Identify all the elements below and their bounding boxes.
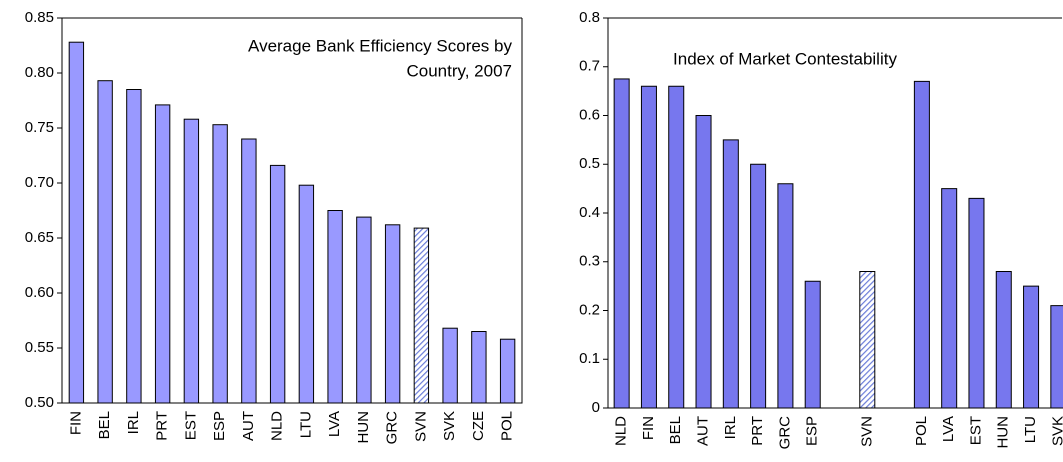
y-tick-label: 0.85 bbox=[25, 9, 54, 26]
y-tick-label: 0.65 bbox=[25, 229, 54, 246]
y-tick-label: 0.7 bbox=[579, 58, 600, 75]
x-tick-label: BEL bbox=[96, 411, 113, 439]
bar bbox=[968, 197, 985, 409]
bar bbox=[499, 338, 516, 404]
y-tick-label: 0.3 bbox=[579, 253, 600, 270]
chart-title: Country, 2007 bbox=[406, 61, 512, 80]
x-tick-label: FIN bbox=[640, 416, 657, 440]
x-tick-label: ESP bbox=[211, 411, 228, 441]
bar bbox=[1050, 305, 1063, 409]
y-tick-label: 0 bbox=[592, 399, 600, 416]
x-tick-label: PRT bbox=[154, 411, 171, 441]
bar bbox=[750, 163, 767, 409]
x-tick-label: FIN bbox=[67, 411, 84, 435]
y-tick-label: 0.4 bbox=[579, 204, 600, 221]
chart-title: Index of Market Contestability bbox=[673, 49, 897, 68]
y-tick-label: 0.1 bbox=[579, 350, 600, 367]
x-tick-label: ESP bbox=[804, 416, 821, 446]
bar bbox=[913, 80, 930, 409]
x-tick-label: PRT bbox=[749, 416, 766, 446]
x-tick-label: IRL bbox=[125, 411, 142, 434]
bar bbox=[1023, 285, 1040, 409]
x-tick-label: POL bbox=[499, 411, 516, 441]
bar bbox=[613, 78, 630, 409]
x-tick-label: GRC bbox=[776, 416, 793, 450]
x-tick-label: SVK bbox=[441, 411, 458, 441]
x-tick-label: NLD bbox=[269, 411, 286, 441]
bar bbox=[640, 85, 657, 409]
bar bbox=[212, 124, 228, 404]
x-tick-label: EST bbox=[967, 416, 984, 445]
bar bbox=[269, 164, 286, 404]
bar bbox=[471, 331, 487, 404]
x-tick-label: LTU bbox=[297, 411, 314, 438]
bar bbox=[241, 138, 257, 404]
x-tick-label: LTU bbox=[1022, 416, 1039, 443]
bar bbox=[668, 85, 685, 409]
bar bbox=[941, 188, 958, 409]
x-tick-label: POL bbox=[913, 416, 930, 446]
x-tick-label: IRL bbox=[722, 416, 739, 439]
x-tick-label: CZE bbox=[470, 411, 487, 441]
x-tick-label: HUN bbox=[995, 416, 1012, 449]
bar bbox=[777, 183, 794, 409]
x-tick-label: GRC bbox=[384, 411, 401, 445]
bar bbox=[413, 227, 430, 404]
y-tick-label: 0.50 bbox=[25, 394, 54, 411]
y-tick-label: 0.8 bbox=[579, 9, 600, 26]
bar bbox=[356, 216, 372, 404]
x-tick-label: SVN bbox=[858, 416, 875, 447]
x-tick-label: LVA bbox=[940, 416, 957, 442]
y-tick-label: 0.80 bbox=[25, 64, 54, 81]
bar bbox=[722, 139, 739, 409]
x-tick-label: AUT bbox=[240, 411, 257, 441]
x-tick-label: AUT bbox=[694, 416, 711, 446]
y-tick-label: 0.5 bbox=[579, 155, 600, 172]
chart-title: Average Bank Efficiency Scores by bbox=[248, 36, 512, 55]
y-tick-label: 0.60 bbox=[25, 284, 54, 301]
y-tick-label: 0.70 bbox=[25, 174, 54, 191]
bar bbox=[298, 184, 315, 404]
x-tick-label: SVK bbox=[1049, 416, 1063, 446]
bar bbox=[183, 118, 200, 404]
bar bbox=[995, 271, 1012, 409]
y-tick-label: 0.2 bbox=[579, 301, 600, 318]
bar bbox=[859, 271, 876, 409]
y-tick-label: 0.55 bbox=[25, 339, 54, 356]
x-tick-label: EST bbox=[182, 411, 199, 440]
x-tick-label: LVA bbox=[326, 411, 343, 437]
bar bbox=[154, 104, 171, 404]
y-tick-label: 0.6 bbox=[579, 106, 600, 123]
bar bbox=[442, 327, 458, 404]
bar bbox=[68, 41, 85, 404]
y-tick-label: 0.75 bbox=[25, 119, 54, 136]
bar bbox=[804, 280, 821, 409]
x-tick-label: HUN bbox=[355, 411, 372, 444]
bar bbox=[384, 224, 401, 404]
x-tick-label: NLD bbox=[613, 416, 630, 446]
bar bbox=[327, 210, 343, 404]
x-tick-label: SVN bbox=[412, 411, 429, 442]
x-tick-label: BEL bbox=[667, 416, 684, 444]
bar bbox=[126, 89, 142, 404]
bar bbox=[97, 80, 113, 404]
bar bbox=[695, 115, 712, 409]
